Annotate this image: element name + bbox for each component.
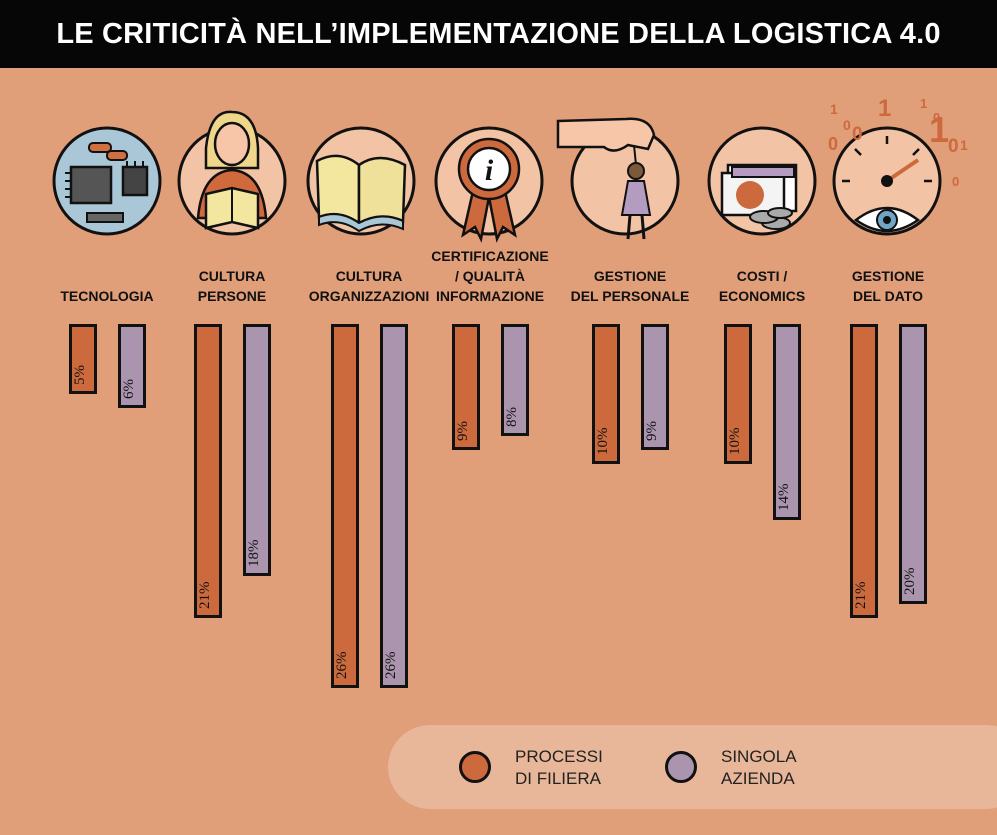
bar-value-label: 6% [121, 379, 138, 399]
bar-value-label: 8% [504, 407, 521, 427]
hand-puppet-person-icon [556, 115, 686, 245]
bar: 26% [331, 324, 359, 688]
category-label-line: CULTURA [157, 266, 307, 286]
category-label: CERTIFICAZIONE / QUALITÀ INFORMAZIONE [415, 246, 565, 306]
bar: 20% [899, 324, 927, 604]
legend-label-singola-line1: SINGOLA [721, 746, 797, 768]
category-label-line: DEL PERSONALE [555, 286, 705, 306]
bar-value-label: 18% [246, 540, 263, 568]
category-label-line: GESTIONE [555, 266, 705, 286]
microchip-icon [51, 125, 163, 237]
binary-digit: 0 [952, 174, 959, 189]
legend-label-processi-line2: DI FILIERA [515, 768, 603, 790]
bar-value-label: 20% [902, 568, 919, 596]
category-label: CULTURA PERSONE [157, 266, 307, 306]
legend-swatch-processi [459, 751, 491, 783]
bar-value-label: 9% [455, 421, 472, 441]
bar-value-label: 21% [197, 582, 214, 610]
binary-digit: 0 [852, 124, 863, 145]
binary-digit: 1 [830, 101, 838, 117]
binary-digit: 1 [960, 137, 968, 153]
certification-badge-icon: i [433, 125, 545, 245]
binary-digit: 1 [878, 95, 891, 122]
bar-value-label: 9% [644, 421, 661, 441]
bar: 8% [501, 324, 529, 436]
svg-text:i: i [485, 154, 494, 187]
category-label-line: DEL DATO [813, 286, 963, 306]
legend: PROCESSI DI FILIERA SINGOLA AZIENDA [388, 725, 997, 809]
bar: 6% [118, 324, 146, 408]
bar: 14% [773, 324, 801, 520]
binary-digit: 0 [843, 117, 851, 133]
bar: 9% [641, 324, 669, 450]
page-title: LE CRITICITÀ NELL’IMPLEMENTAZIONE DELLA … [0, 0, 997, 68]
bar: 21% [194, 324, 222, 618]
legend-label-singola: SINGOLA AZIENDA [721, 746, 797, 790]
legend-label-processi: PROCESSI DI FILIERA [515, 746, 603, 790]
category-label: GESTIONE DEL PERSONALE [555, 266, 705, 306]
legend-label-processi-line1: PROCESSI [515, 746, 603, 768]
bar-value-label: 26% [383, 652, 400, 680]
bar-value-label: 14% [776, 484, 793, 512]
bar: 5% [69, 324, 97, 394]
legend-label-singola-line2: AZIENDA [721, 768, 797, 790]
reading-person-icon [176, 108, 288, 240]
binary-digit: 0 [948, 136, 959, 157]
bar-value-label: 26% [334, 652, 351, 680]
category-label-line: INFORMAZIONE [415, 286, 565, 306]
money-coins-icon [706, 125, 818, 237]
category-label-line: CERTIFICAZIONE [415, 246, 565, 266]
category-label-line: / QUALITÀ [415, 266, 565, 286]
bar: 10% [724, 324, 752, 464]
binary-digit: 1 [929, 109, 949, 150]
bar: 18% [243, 324, 271, 576]
bar: 26% [380, 324, 408, 688]
category-label-line: PERSONE [157, 286, 307, 306]
binary-digit: 1 [920, 96, 927, 111]
bar-value-label: 10% [727, 428, 744, 456]
bar-value-label: 10% [595, 428, 612, 456]
bar: 9% [452, 324, 480, 450]
bar-value-label: 5% [72, 365, 89, 385]
bar: 21% [850, 324, 878, 618]
bar: 10% [592, 324, 620, 464]
bar-value-label: 21% [853, 582, 870, 610]
legend-swatch-singola [665, 751, 697, 783]
open-book-icon [305, 125, 417, 237]
binary-digit: 0 [828, 134, 838, 154]
category-label-line: GESTIONE [813, 266, 963, 286]
category-label: GESTIONE DEL DATO [813, 266, 963, 306]
